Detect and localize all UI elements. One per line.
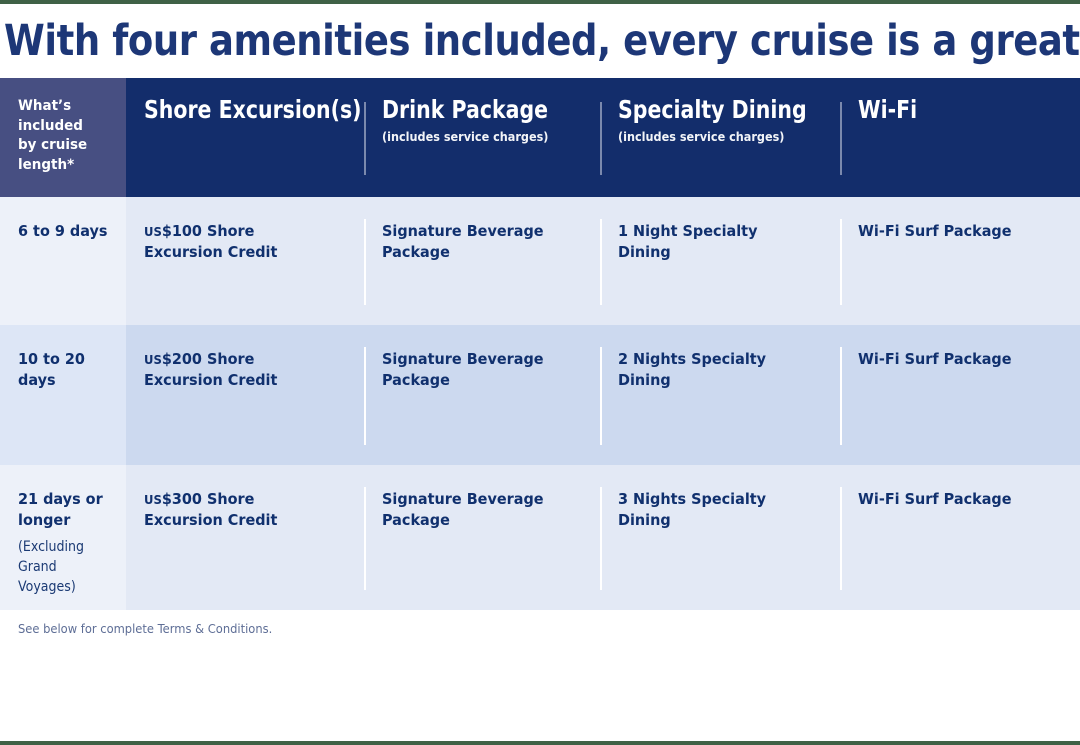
row-cell-specialty-dining: 3 Nights Specialty Dining xyxy=(600,465,840,610)
header-specialty-dining-subtitle: (includes service charges) xyxy=(618,129,785,144)
shore-excursion-amount: $300 Shore Excursion Credit xyxy=(144,490,278,529)
cruise-length-value: 6 to 9 days xyxy=(18,222,108,240)
column-divider-icon xyxy=(600,102,602,175)
header-cruise-length-label: What’s included by cruise length* xyxy=(18,98,88,173)
header-drink-package-title: Drink Package xyxy=(382,95,549,124)
row-cell-drink-package: Signature Beverage Package xyxy=(364,325,600,465)
row-cell-shore-excursion: US$100 Shore Excursion Credit xyxy=(126,197,364,325)
row-cell-cruise-length: 6 to 9 days xyxy=(0,197,126,325)
row-cell-cruise-length: 10 to 20 days xyxy=(0,325,126,465)
header-cell-specialty-dining: Specialty Dining (includes service charg… xyxy=(600,78,840,197)
shore-excursion-amount: $200 Shore Excursion Credit xyxy=(144,350,278,389)
column-divider-icon xyxy=(364,102,366,175)
column-divider-icon xyxy=(364,347,366,445)
column-divider-icon xyxy=(600,347,602,445)
specialty-dining-value: 3 Nights Specialty Dining xyxy=(618,490,767,529)
wifi-value: Wi-Fi Surf Package xyxy=(858,490,1012,508)
page-title: With four amenities included, every crui… xyxy=(4,16,1080,66)
column-divider-icon xyxy=(600,219,602,305)
row-cell-wifi: Wi-Fi Surf Package xyxy=(840,325,1080,465)
specialty-dining-value: 2 Nights Specialty Dining xyxy=(618,350,767,389)
drink-package-value: Signature Beverage Package xyxy=(382,490,544,529)
row-cell-wifi: Wi-Fi Surf Package xyxy=(840,197,1080,325)
specialty-dining-value: 1 Night Specialty Dining xyxy=(618,222,758,261)
header-specialty-dining-title: Specialty Dining xyxy=(618,95,807,124)
header-cell-drink-package: Drink Package (includes service charges) xyxy=(364,78,600,197)
header-cell-wifi: Wi-Fi xyxy=(840,78,1080,197)
page-title-bar: With four amenities included, every crui… xyxy=(0,4,1080,78)
row-cell-drink-package: Signature Beverage Package xyxy=(364,197,600,325)
footnote-text: See below for complete Terms & Condition… xyxy=(18,621,273,636)
shore-excursion-value: US$300 Shore Excursion Credit xyxy=(144,489,336,531)
currency-prefix: US xyxy=(144,352,162,367)
header-wifi-title: Wi-Fi xyxy=(858,95,918,124)
shore-excursion-value: US$100 Shore Excursion Credit xyxy=(144,221,336,263)
cruise-length-note: (Excluding Grand Voyages) xyxy=(18,539,85,595)
column-divider-icon xyxy=(840,219,842,305)
row-cell-cruise-length: 21 days or longer (Excluding Grand Voyag… xyxy=(0,465,126,610)
footnote: See below for complete Terms & Condition… xyxy=(0,610,1080,637)
header-cell-cruise-length: What’s included by cruise length* xyxy=(0,78,126,197)
column-divider-icon xyxy=(364,219,366,305)
table-row: 21 days or longer (Excluding Grand Voyag… xyxy=(0,465,1080,610)
column-divider-icon xyxy=(364,487,366,590)
drink-package-value: Signature Beverage Package xyxy=(382,222,544,261)
header-shore-excursion-title: Shore Excursion(s) xyxy=(144,95,362,124)
cruise-length-value: 10 to 20 days xyxy=(18,350,85,389)
row-cell-specialty-dining: 2 Nights Specialty Dining xyxy=(600,325,840,465)
table-row: 10 to 20 days US$200 Shore Excursion Cre… xyxy=(0,325,1080,465)
wifi-value: Wi-Fi Surf Package xyxy=(858,350,1012,368)
currency-prefix: US xyxy=(144,224,162,239)
cruise-length-value: 21 days or longer xyxy=(18,490,103,529)
amenities-table: What’s included by cruise length* Shore … xyxy=(0,78,1080,610)
drink-package-value: Signature Beverage Package xyxy=(382,350,544,389)
column-divider-icon xyxy=(840,102,842,175)
table-header-row: What’s included by cruise length* Shore … xyxy=(0,78,1080,197)
header-cell-shore-excursion: Shore Excursion(s) xyxy=(126,78,364,197)
row-cell-shore-excursion: US$200 Shore Excursion Credit xyxy=(126,325,364,465)
shore-excursion-amount: $100 Shore Excursion Credit xyxy=(144,222,278,261)
wifi-value: Wi-Fi Surf Package xyxy=(858,222,1012,240)
row-cell-specialty-dining: 1 Night Specialty Dining xyxy=(600,197,840,325)
row-cell-wifi: Wi-Fi Surf Package xyxy=(840,465,1080,610)
shore-excursion-value: US$200 Shore Excursion Credit xyxy=(144,349,336,391)
column-divider-icon xyxy=(840,487,842,590)
row-cell-shore-excursion: US$300 Shore Excursion Credit xyxy=(126,465,364,610)
currency-prefix: US xyxy=(144,492,162,507)
column-divider-icon xyxy=(600,487,602,590)
table-row: 6 to 9 days US$100 Shore Excursion Credi… xyxy=(0,197,1080,325)
row-cell-drink-package: Signature Beverage Package xyxy=(364,465,600,610)
header-drink-package-subtitle: (includes service charges) xyxy=(382,129,549,144)
column-divider-icon xyxy=(840,347,842,445)
